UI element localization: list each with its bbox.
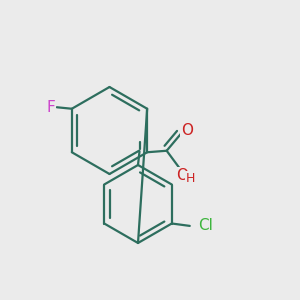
Text: H: H (186, 172, 195, 184)
Text: O: O (177, 168, 189, 183)
Text: F: F (46, 100, 55, 115)
Text: Cl: Cl (198, 218, 213, 233)
Text: O: O (181, 123, 193, 138)
